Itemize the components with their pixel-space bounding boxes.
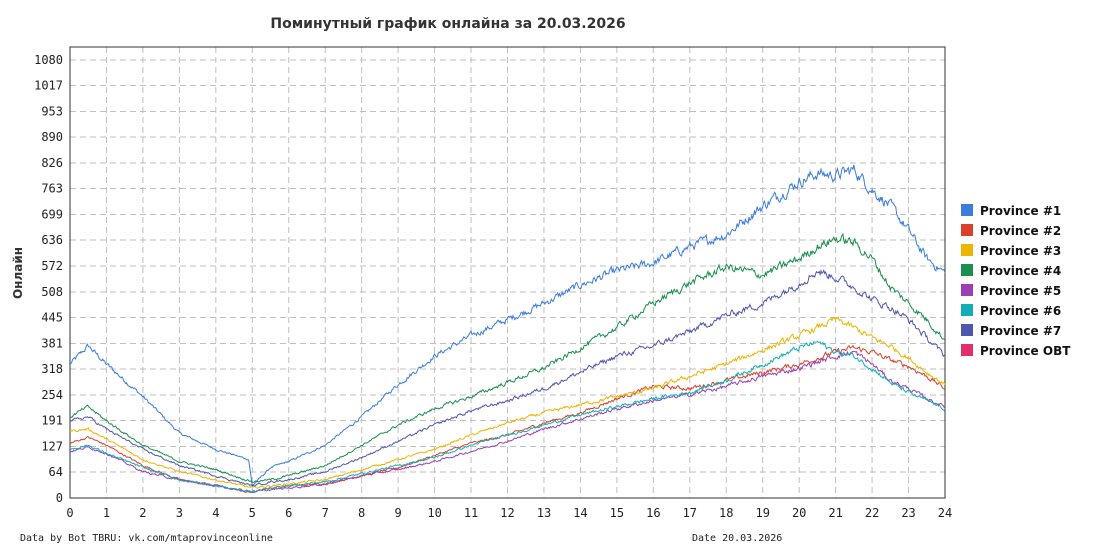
x-tick-label: 8 <box>358 506 365 520</box>
x-tick-label: 17 <box>683 506 697 520</box>
series-line-province-7 <box>69 268 946 487</box>
x-tick-label: 13 <box>537 506 551 520</box>
legend-swatch <box>961 324 973 336</box>
x-tick-label: 10 <box>427 506 441 520</box>
x-tick-label: 22 <box>865 506 879 520</box>
y-tick-label: 636 <box>41 233 63 247</box>
footer-date: Date 20.03.2026 <box>692 533 782 544</box>
chart-title: Поминутный график онлайна за 20.03.2026 <box>270 16 625 32</box>
y-tick-label: 890 <box>41 130 63 144</box>
x-tick-label: 23 <box>901 506 915 520</box>
legend-swatch <box>961 264 973 276</box>
y-axis-label: Онлайн <box>11 247 25 299</box>
x-tick-label: 20 <box>792 506 806 520</box>
y-axis-ticks: 0 64 127 191 254 318 381 445 508 572 636 699 763 826 8… <box>34 53 63 505</box>
legend-label: Province #3 <box>980 244 1061 258</box>
x-tick-label: 3 <box>176 506 183 520</box>
x-tick-label: 24 <box>938 506 952 520</box>
y-tick-label: 381 <box>41 336 63 350</box>
legend-label: Province #4 <box>980 264 1061 278</box>
legend-label: Province #7 <box>980 324 1061 338</box>
legend-label: Province #6 <box>980 304 1061 318</box>
legend-swatch <box>961 244 973 256</box>
y-tick-label: 64 <box>49 465 63 479</box>
legend-label: Province #1 <box>980 204 1061 218</box>
x-tick-label: 4 <box>212 506 219 520</box>
series-line-province-3 <box>69 316 946 489</box>
y-tick-label: 699 <box>41 208 63 222</box>
legend-swatch <box>961 304 973 316</box>
x-tick-label: 9 <box>395 506 402 520</box>
y-tick-label: 572 <box>41 259 63 273</box>
x-tick-label: 1 <box>103 506 110 520</box>
legend-label: Province OBT <box>980 344 1071 358</box>
x-tick-label: 12 <box>500 506 514 520</box>
x-tick-label: 2 <box>139 506 146 520</box>
y-tick-label: 953 <box>41 104 63 118</box>
y-tick-label: 318 <box>41 362 63 376</box>
legend-swatch <box>961 224 973 236</box>
y-tick-label: 763 <box>41 182 63 196</box>
grid <box>70 47 945 498</box>
x-tick-label: 7 <box>322 506 329 520</box>
y-tick-label: 0 <box>56 491 63 505</box>
y-tick-label: 254 <box>41 388 63 402</box>
y-tick-label: 1017 <box>34 79 63 93</box>
y-tick-label: 826 <box>41 156 63 170</box>
series-lines <box>69 164 946 494</box>
y-tick-label: 508 <box>41 285 63 299</box>
legend-swatch <box>961 344 973 356</box>
legend: Province #1 Province #2 Province #3 Provinc… <box>961 204 1071 358</box>
legend-label: Province #2 <box>980 224 1061 238</box>
y-tick-label: 1080 <box>34 53 63 67</box>
y-tick-label: 445 <box>41 311 63 325</box>
series-line-province-1 <box>69 164 946 487</box>
series-line-province-4 <box>69 232 946 483</box>
x-tick-label: 21 <box>828 506 842 520</box>
x-tick-label: 16 <box>646 506 660 520</box>
x-tick-label: 18 <box>719 506 733 520</box>
series-line-province-5 <box>69 350 946 494</box>
y-tick-label: 127 <box>41 439 63 453</box>
series-line-province-6 <box>69 340 946 493</box>
x-tick-label: 0 <box>66 506 73 520</box>
y-tick-label: 191 <box>41 414 63 428</box>
x-tick-label: 11 <box>464 506 478 520</box>
x-tick-label: 15 <box>610 506 624 520</box>
x-tick-label: 6 <box>285 506 292 520</box>
legend-label: Province #5 <box>980 284 1061 298</box>
footer-source: Data by Bot TBRU: vk.com/mtaprovinceonli… <box>20 533 273 544</box>
x-tick-label: 19 <box>755 506 769 520</box>
legend-swatch <box>961 204 973 216</box>
x-tick-label: 14 <box>573 506 587 520</box>
x-tick-label: 5 <box>249 506 256 520</box>
x-axis-ticks: 0 1 2 3 4 5 6 7 8 9 10 11 12 13 14 15 16 17 18 19 20 21 22 23 24 <box>66 506 952 520</box>
legend-swatch <box>961 284 973 296</box>
